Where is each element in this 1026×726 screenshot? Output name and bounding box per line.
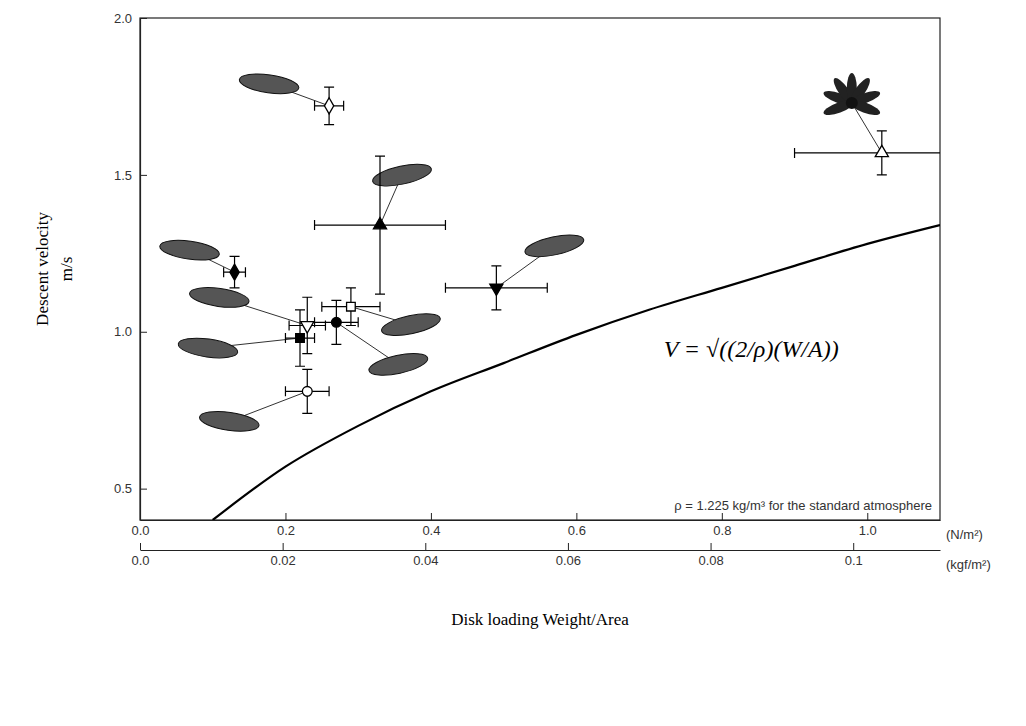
note: ρ = 1.225 kg/m³ for the standard atmosph… (674, 498, 932, 513)
x-axis: 0.0 0.2 0.4 0.6 0.8 1.0 (131, 513, 940, 538)
tick-label: 1.0 (114, 324, 132, 339)
tick: 0.2 (277, 513, 295, 538)
x2-axis: 0.0 0.02 0.04 0.06 0.08 0.1 (131, 543, 940, 568)
axis-line (141, 550, 941, 551)
tick-label: 1.0 (859, 523, 877, 538)
tick: 0.6 (568, 513, 586, 538)
tick: 1.0 (114, 324, 147, 339)
tick: 2.0 (114, 11, 147, 26)
error-bar-y (346, 288, 356, 326)
seed-icon (188, 284, 250, 310)
point (490, 284, 503, 295)
tick: 0.8 (713, 513, 731, 538)
tick-mark (285, 513, 286, 520)
tick-label: 0.02 (270, 553, 295, 568)
seed-icon (380, 310, 442, 340)
point (331, 317, 341, 327)
error-bar-x (795, 148, 940, 158)
tick: 1.0 (859, 513, 877, 538)
tick-mark (140, 332, 147, 333)
equation: V = √((2/ρ)(W/A)) (664, 336, 839, 362)
tick-label: 2.0 (114, 11, 132, 26)
point (875, 145, 888, 156)
error-bar-y (230, 256, 240, 287)
tick-label: 0.1 (845, 553, 863, 568)
axis-unit: (kgf/m²) (946, 557, 991, 572)
axis-line (141, 520, 941, 521)
point (296, 334, 305, 343)
y-axis-title: Descent velocity (33, 212, 52, 326)
chart: 0.0 0.2 0.4 0.6 0.8 1.0 0.0 0.02 0.04 0.06 0.08 0.1… (0, 0, 1026, 726)
tick-mark (711, 543, 712, 550)
tick: 0.02 (270, 543, 295, 568)
tick: 1.5 (114, 168, 147, 183)
seed-icon (523, 231, 585, 261)
tick-mark (853, 543, 854, 550)
tick: 0.06 (556, 543, 581, 568)
seed-icon (177, 335, 239, 361)
seed-icon (159, 237, 221, 263)
axis-line (140, 19, 141, 521)
tick: 0.04 (413, 543, 438, 568)
y-axis-unit: m/s (57, 257, 76, 282)
seed-icon (367, 349, 429, 379)
curve (213, 225, 940, 520)
seed-icon (198, 408, 260, 434)
error-bar-x (285, 333, 314, 343)
x-axis-title: Disk loading Weight/Area (451, 610, 629, 629)
error-bar-y (302, 369, 312, 413)
point (347, 302, 356, 311)
tick-label: 1.5 (114, 168, 132, 183)
seed-icon (822, 73, 882, 118)
seed-icon-part (846, 97, 858, 109)
point (302, 386, 312, 396)
seed-icons (159, 71, 882, 435)
error-bar-x (322, 302, 380, 312)
tick: 0.5 (114, 481, 147, 496)
error-bar-y (324, 87, 334, 125)
tick-mark (568, 543, 569, 550)
tick-label: 0.8 (713, 523, 731, 538)
point (301, 322, 314, 333)
data-area (213, 87, 940, 520)
tick-label: 0.2 (277, 523, 295, 538)
error-bar-y (331, 300, 341, 344)
tick-mark (576, 513, 577, 520)
tick-mark (425, 543, 426, 550)
tick-label: 0.08 (698, 553, 723, 568)
tick-mark (431, 513, 432, 520)
tick-mark (283, 543, 284, 550)
tick-mark (722, 513, 723, 520)
error-bar-x (315, 317, 359, 327)
tick-mark (140, 175, 147, 176)
tick-label: 0.06 (556, 553, 581, 568)
tick-label: 0.6 (568, 523, 586, 538)
axis-unit: (N/m²) (946, 527, 983, 542)
tick: 0.4 (422, 513, 440, 538)
plot-frame (140, 18, 940, 520)
point (373, 217, 386, 228)
tick-label: 0.4 (422, 523, 440, 538)
tick-mark (140, 18, 147, 19)
tick-label: 0.0 (131, 553, 149, 568)
tick: 0.0 (131, 543, 149, 568)
error-bar-y (295, 310, 305, 366)
seed-icon (238, 71, 300, 97)
tick-mark (867, 513, 868, 520)
tick-label: 0.5 (114, 481, 132, 496)
point (324, 98, 333, 114)
tick-mark (140, 489, 147, 490)
y-axis: 0.5 1.0 1.5 2.0 (114, 11, 147, 521)
point (230, 264, 239, 280)
tick-label: 0.0 (131, 523, 149, 538)
tick: 0.1 (845, 543, 863, 568)
tick-label: 0.04 (413, 553, 438, 568)
error-bar-x (285, 386, 329, 396)
tick-mark (140, 543, 141, 550)
tick: 0.08 (698, 543, 723, 568)
